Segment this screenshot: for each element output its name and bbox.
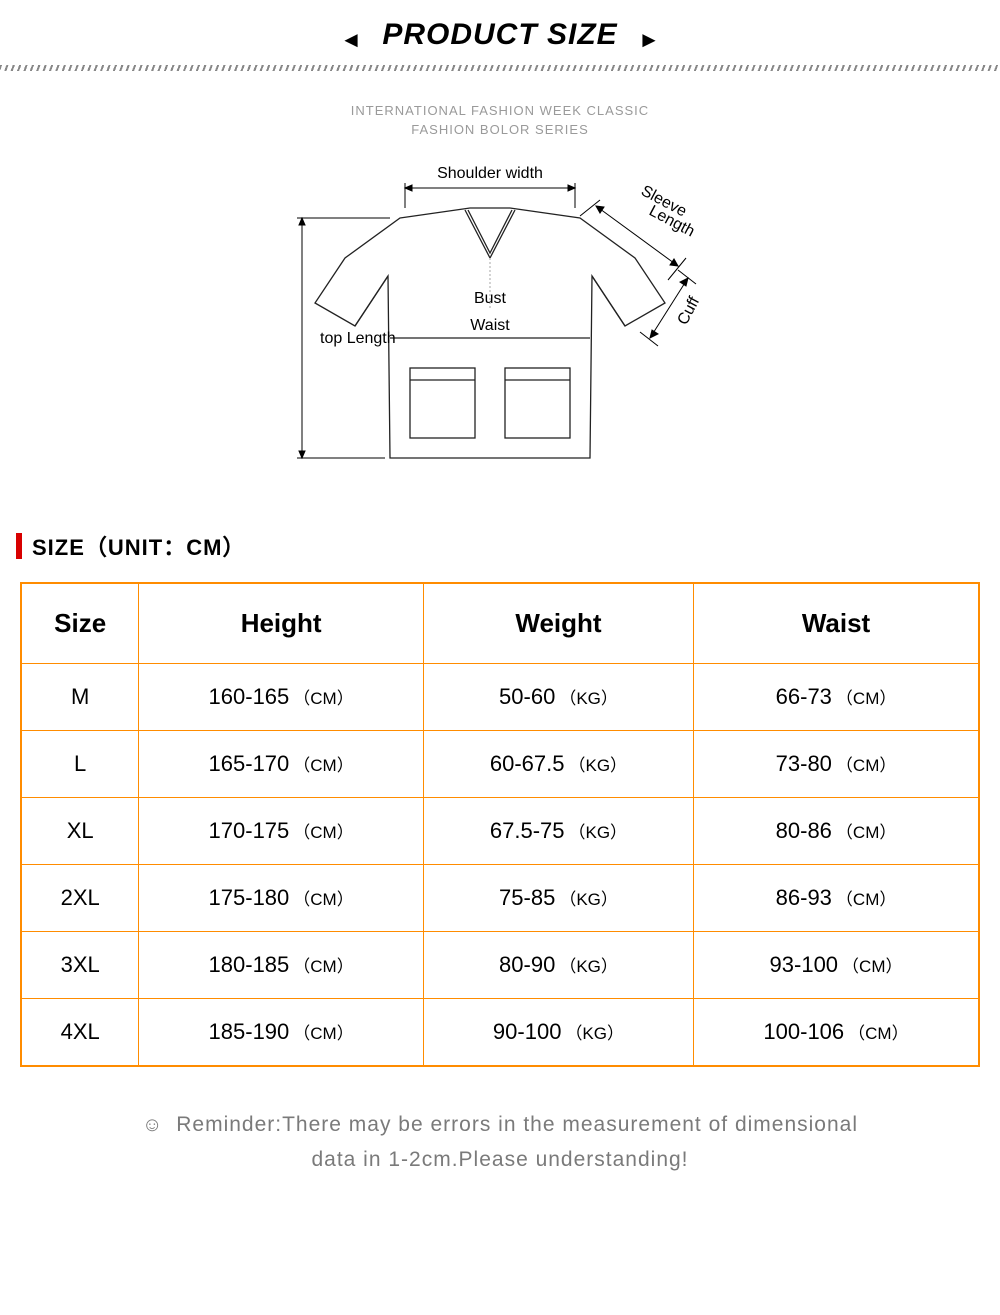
garment-diagram: Shoulder width Sleeve Length Cuff Bust W… [270, 158, 730, 488]
section-title: SIZE（UNIT：CM） [32, 530, 245, 562]
cell-waist: 93-100（CM） [694, 931, 979, 998]
cell-weight: 75-85（KG） [423, 864, 693, 931]
table-row: XL170-175（CM）67.5-75（KG）80-86（CM） [21, 797, 979, 864]
table-header-row: Size Height Weight Waist [21, 583, 979, 664]
cell-size: 3XL [21, 931, 139, 998]
cell-waist: 86-93（CM） [694, 864, 979, 931]
col-weight: Weight [423, 583, 693, 664]
cell-height: 170-175（CM） [139, 797, 424, 864]
page-header: ◄ PRODUCT SIZE ► [0, 0, 1000, 65]
col-height: Height [139, 583, 424, 664]
table-row: L165-170（CM）60-67.5（KG）73-80（CM） [21, 730, 979, 797]
cell-height: 175-180（CM） [139, 864, 424, 931]
red-bar-icon [16, 533, 22, 559]
cell-height: 165-170（CM） [139, 730, 424, 797]
diagram-caption: INTERNATIONAL FASHION WEEK CLASSIC FASHI… [0, 101, 1000, 140]
col-size: Size [21, 583, 139, 664]
cell-weight: 50-60（KG） [423, 663, 693, 730]
cell-size: XL [21, 797, 139, 864]
col-waist: Waist [694, 583, 979, 664]
size-table: Size Height Weight Waist M160-165（CM）50-… [20, 582, 980, 1067]
label-shoulder: Shoulder width [437, 165, 543, 182]
table-row: 3XL180-185（CM）80-90（KG）93-100（CM） [21, 931, 979, 998]
cell-waist: 80-86（CM） [694, 797, 979, 864]
page-title: PRODUCT SIZE [382, 18, 617, 52]
reminder-note: ☺ Reminder:There may be errors in the me… [0, 1107, 1000, 1218]
cell-waist: 100-106（CM） [694, 998, 979, 1066]
cell-weight: 80-90（KG） [423, 931, 693, 998]
caption-line-2: FASHION BOLOR SERIES [411, 122, 589, 137]
label-cuff: Cuff [675, 294, 704, 328]
table-body: M160-165（CM）50-60（KG）66-73（CM）L165-170（C… [21, 663, 979, 1066]
caption-line-1: INTERNATIONAL FASHION WEEK CLASSIC [351, 103, 649, 118]
label-top-length: top Length [320, 330, 396, 347]
cell-weight: 60-67.5（KG） [423, 730, 693, 797]
cell-weight: 90-100（KG） [423, 998, 693, 1066]
reminder-line-2: data in 1-2cm.Please understanding! [311, 1148, 688, 1171]
cell-height: 180-185（CM） [139, 931, 424, 998]
cell-size: 4XL [21, 998, 139, 1066]
cell-weight: 67.5-75（KG） [423, 797, 693, 864]
cell-size: M [21, 663, 139, 730]
cell-waist: 66-73（CM） [694, 663, 979, 730]
cell-waist: 73-80（CM） [694, 730, 979, 797]
cell-size: L [21, 730, 139, 797]
table-row: 4XL185-190（CM）90-100（KG）100-106（CM） [21, 998, 979, 1066]
table-row: 2XL175-180（CM）75-85（KG）86-93（CM） [21, 864, 979, 931]
section-label: SIZE（UNIT：CM） [0, 518, 1000, 582]
arrow-left-icon: ◄ [340, 27, 362, 53]
diagram-section: INTERNATIONAL FASHION WEEK CLASSIC FASHI… [0, 91, 1000, 518]
label-waist: Waist [470, 317, 510, 334]
table-row: M160-165（CM）50-60（KG）66-73（CM） [21, 663, 979, 730]
arrow-right-icon: ► [638, 27, 660, 53]
reminder-line-1: Reminder:There may be errors in the meas… [176, 1113, 858, 1136]
cell-height: 185-190（CM） [139, 998, 424, 1066]
label-bust: Bust [474, 290, 507, 307]
hatched-divider [0, 65, 1000, 71]
smiley-icon: ☺ [142, 1108, 163, 1142]
cell-size: 2XL [21, 864, 139, 931]
cell-height: 160-165（CM） [139, 663, 424, 730]
